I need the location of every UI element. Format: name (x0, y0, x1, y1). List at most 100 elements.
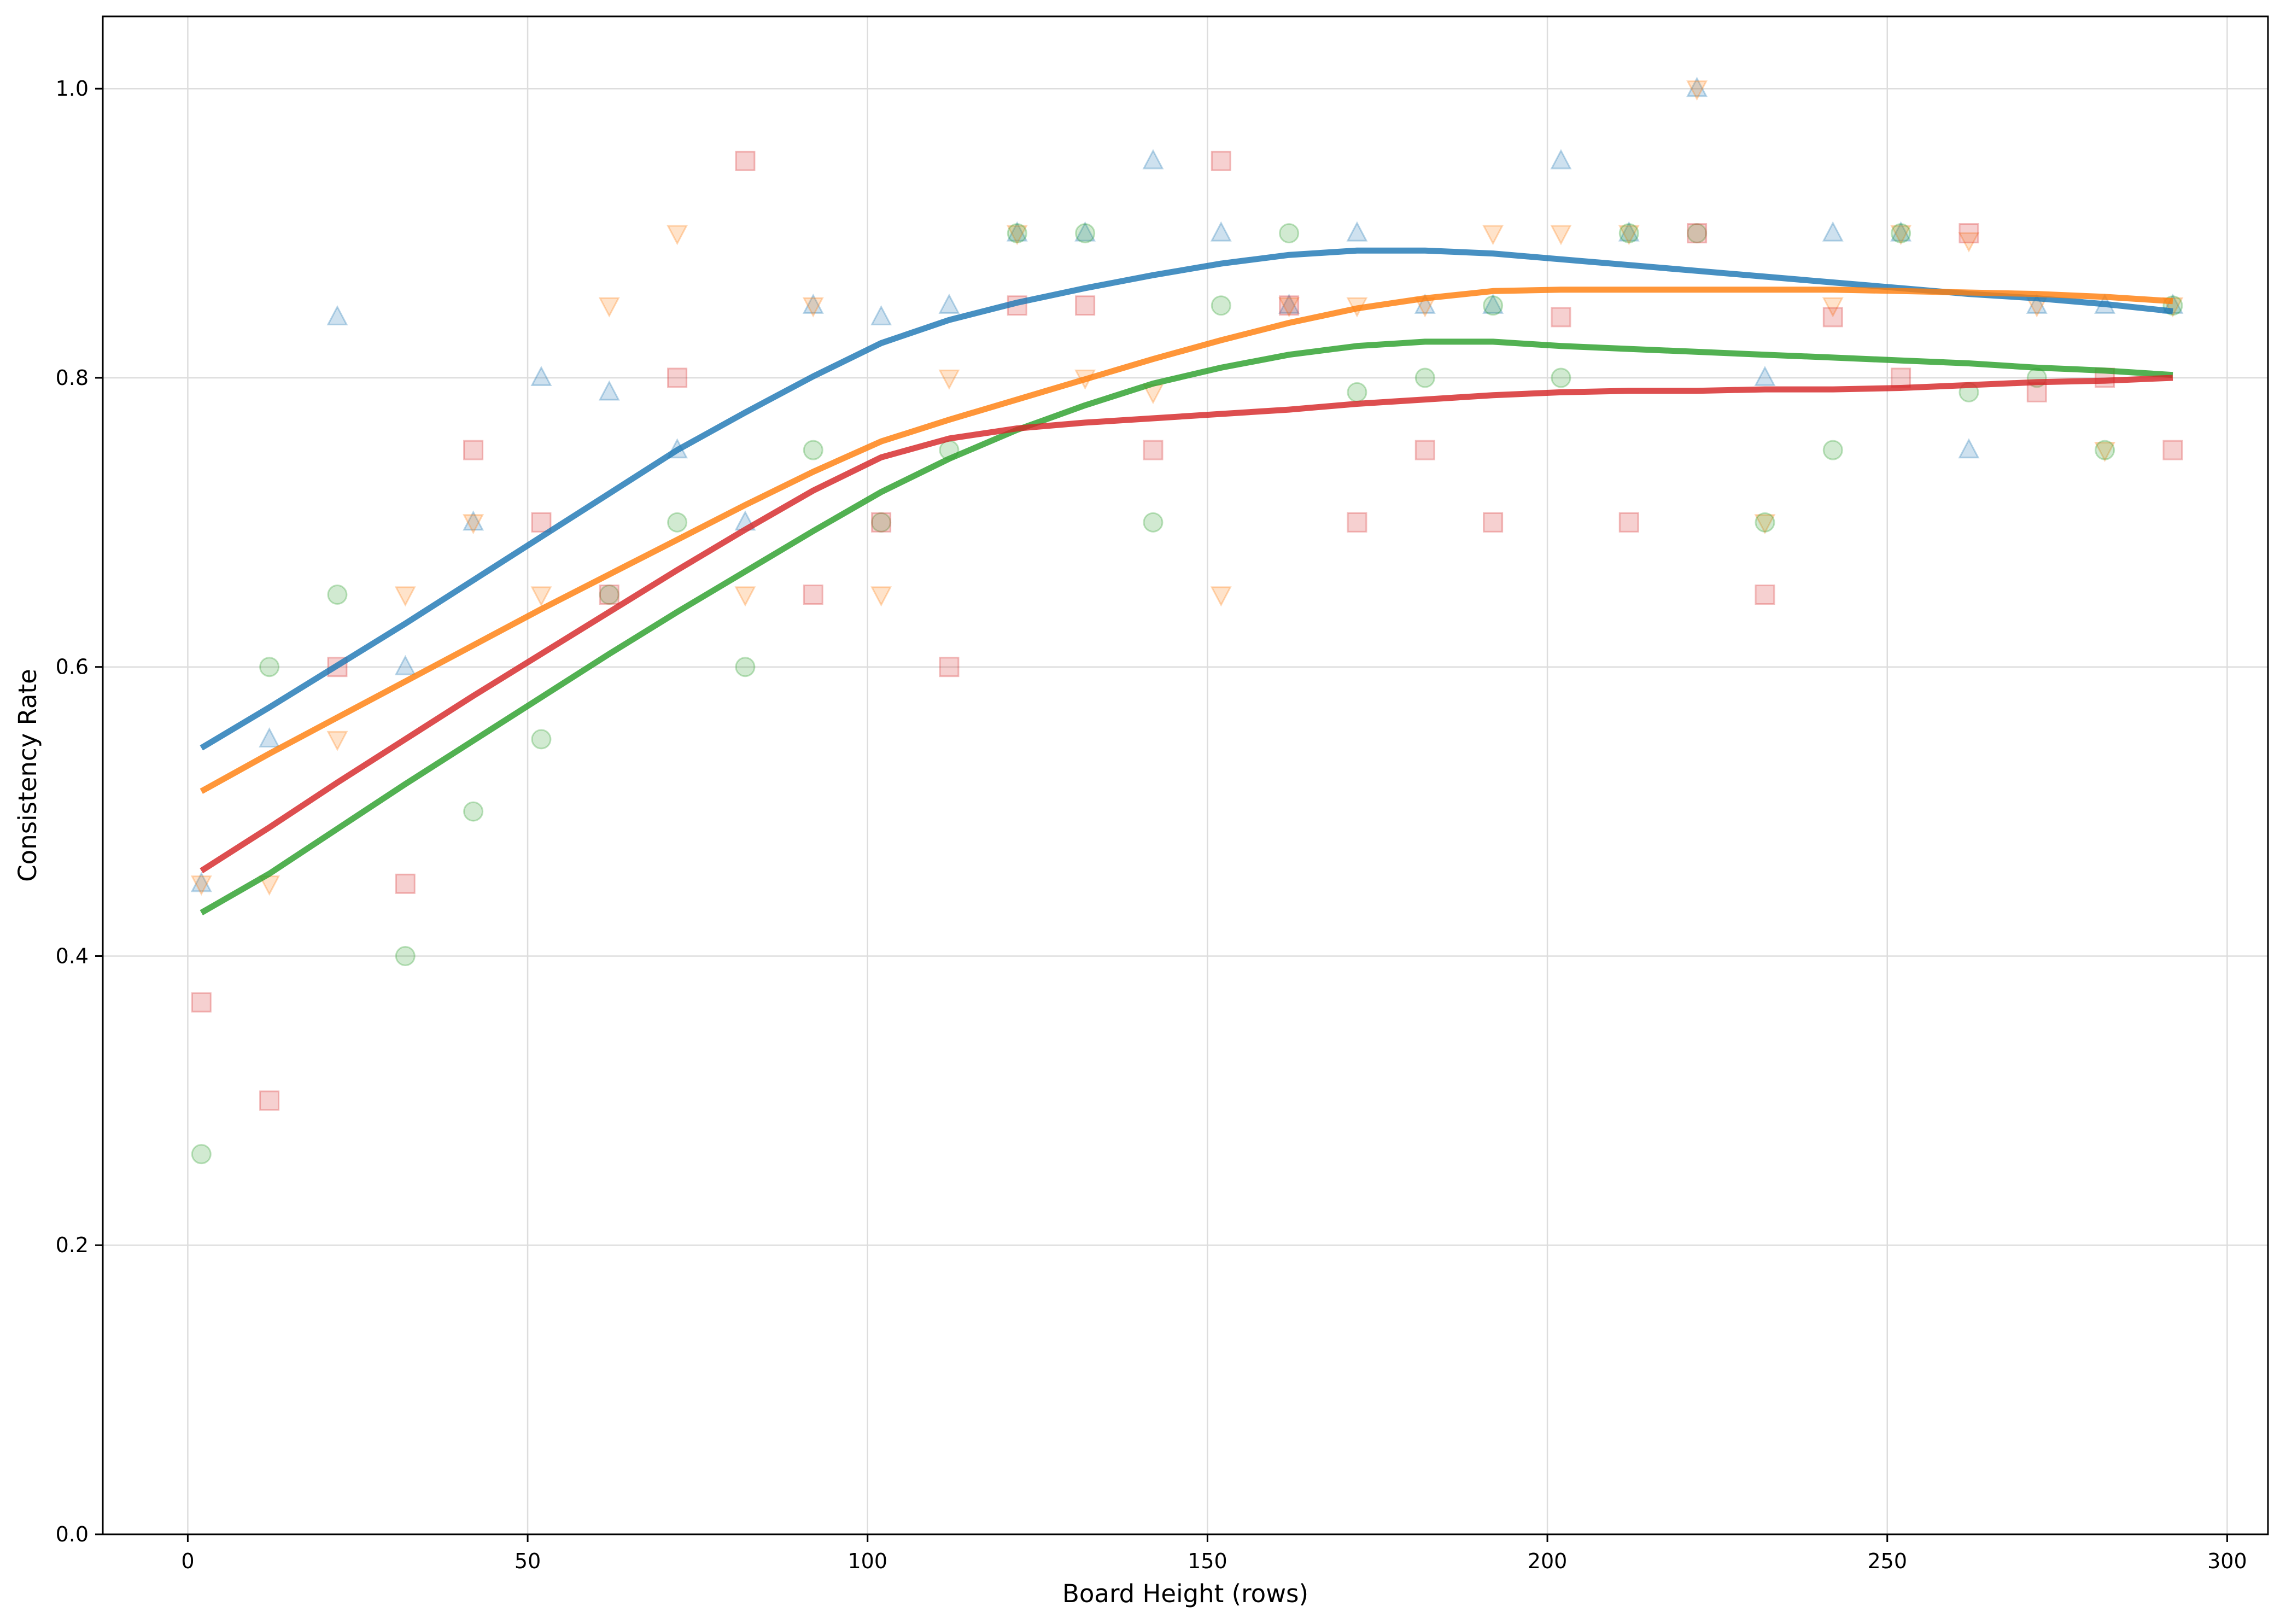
data-point (1414, 293, 1436, 314)
data-point (1618, 223, 1639, 244)
data-point (870, 586, 892, 607)
data-point (1482, 293, 1504, 314)
data-point (939, 657, 960, 677)
data-point (1075, 295, 1096, 316)
data-point (599, 585, 619, 605)
data-point (1347, 512, 1367, 533)
data-point (1143, 512, 1164, 533)
data-point (1550, 225, 1572, 246)
data-point (1006, 225, 1028, 246)
data-point (667, 225, 688, 246)
data-point (1414, 440, 1435, 460)
data-point (394, 655, 416, 675)
data-point (463, 801, 484, 822)
data-point (938, 369, 960, 390)
data-point (1822, 307, 1843, 328)
data-point (1890, 225, 1912, 246)
data-point (395, 945, 416, 966)
data-point (1822, 221, 1844, 242)
y-tick-label: 0.4 (56, 944, 89, 968)
data-point (1210, 586, 1232, 607)
data-point (667, 512, 688, 533)
x-tick-label: 50 (515, 1549, 541, 1573)
data-point (802, 293, 824, 314)
data-point (531, 729, 552, 750)
y-axis-label: Consistency Rate (13, 669, 42, 882)
grid (103, 16, 2268, 1535)
data-point (1006, 221, 1028, 242)
data-point (1346, 221, 1368, 242)
y-tick-label: 1.0 (56, 77, 89, 101)
data-point (1959, 223, 1979, 244)
data-point (734, 586, 756, 607)
data-point (1891, 367, 1911, 388)
data-point (1618, 512, 1639, 533)
data-point (1618, 225, 1640, 246)
data-point (531, 512, 552, 533)
data-point (1551, 307, 1571, 328)
x-axis: 0 50 100 150 200 250 300 (181, 1534, 2247, 1573)
data-point (1687, 223, 1708, 244)
data-point (2095, 440, 2115, 460)
data-point (530, 586, 552, 607)
data-point (667, 367, 688, 388)
data-point (394, 586, 416, 607)
data-point (1278, 293, 1300, 314)
x-tick-label: 200 (1528, 1549, 1568, 1573)
data-point (1618, 221, 1640, 242)
plot-frame (102, 15, 2269, 1535)
data-point (1958, 232, 1980, 253)
data-point (530, 366, 552, 387)
data-point (1279, 223, 1300, 244)
data-point (2162, 440, 2183, 460)
x-axis-label: Board Height (rows) (1062, 1579, 1308, 1608)
data-point (190, 875, 212, 896)
data-point (1754, 366, 1776, 387)
data-point (938, 293, 960, 314)
data-point (463, 510, 484, 531)
data-point (1686, 77, 1708, 97)
data-point (1075, 223, 1096, 244)
data-point (1550, 149, 1572, 170)
y-tick-label: 0.0 (56, 1522, 89, 1546)
data-point (1143, 440, 1164, 460)
data-point (1687, 223, 1708, 244)
data-point (1958, 438, 1980, 459)
x-tick-label: 150 (1188, 1549, 1227, 1573)
y-tick-label: 0.6 (56, 655, 89, 679)
data-point (735, 150, 756, 171)
data-point (191, 992, 212, 1013)
trend-line (200, 375, 2173, 874)
data-point (1482, 225, 1504, 246)
trend-lines (200, 247, 2173, 915)
data-point (463, 514, 484, 535)
data-point (327, 657, 348, 677)
data-point (803, 585, 823, 605)
data-point (1074, 221, 1096, 242)
data-point (463, 440, 484, 460)
data-point (2026, 293, 2048, 314)
data-point (191, 1144, 212, 1165)
data-point (326, 305, 348, 326)
x-tick-label: 0 (181, 1549, 194, 1573)
data-point (1211, 295, 1231, 316)
data-point (1142, 149, 1164, 170)
trend-line (200, 338, 2173, 915)
data-point (598, 297, 620, 318)
data-point (1891, 223, 1911, 244)
data-point (259, 657, 280, 677)
data-point (395, 873, 416, 894)
data-point (2026, 382, 2047, 402)
trend-line (200, 287, 2173, 794)
data-point (1822, 297, 1844, 318)
data-point (1686, 80, 1708, 101)
data-point (1007, 223, 1027, 244)
data-point (599, 585, 619, 605)
data-point (259, 727, 280, 748)
data-point (1755, 512, 1775, 533)
data-point (871, 512, 892, 533)
data-point (190, 872, 212, 892)
data-point (2094, 442, 2116, 463)
data-point (1278, 297, 1300, 318)
